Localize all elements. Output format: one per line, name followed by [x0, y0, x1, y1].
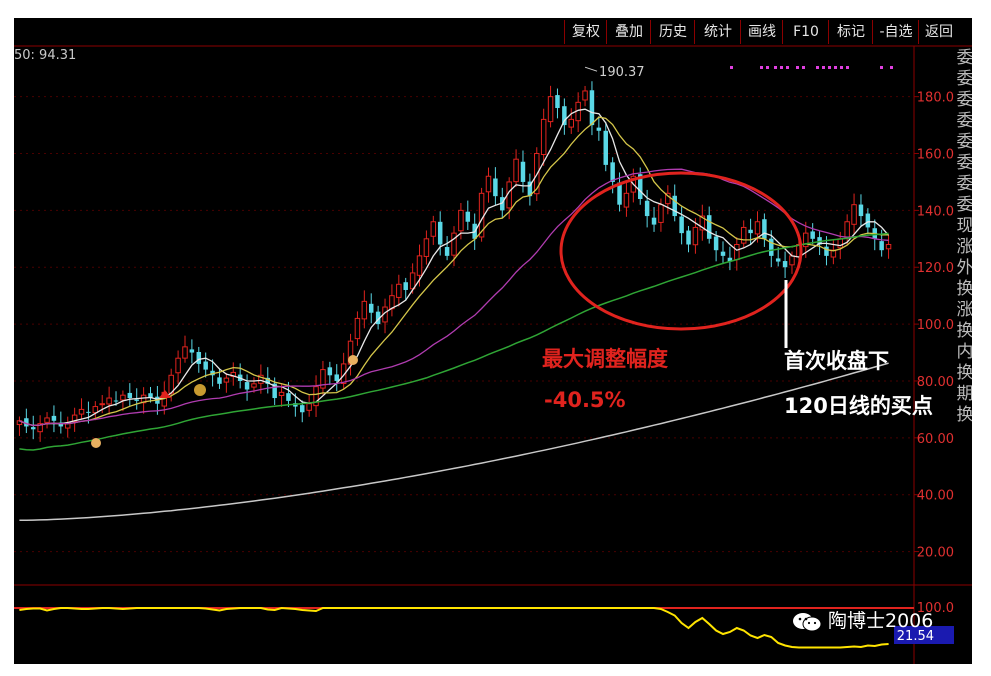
- candle: [65, 417, 69, 438]
- candle: [355, 311, 359, 345]
- candle: [183, 336, 187, 363]
- candle: [624, 182, 628, 217]
- candle: [334, 364, 338, 391]
- candle: [397, 275, 401, 307]
- candle: [741, 220, 745, 247]
- candle: [31, 416, 35, 439]
- drawdown-title: 最大调整幅度: [542, 343, 668, 373]
- candle: [583, 86, 587, 106]
- stock-chart-window: 复权 叠加 历史 统计 画线 F10 标记 -自选 返回 50: 94.31 180.0 160.…: [14, 18, 972, 664]
- watermark-text: 陶博士2006: [828, 610, 933, 632]
- candle: [679, 207, 683, 245]
- candle: [597, 116, 601, 141]
- candle: [231, 362, 235, 385]
- y-tick-label: 180.0: [917, 91, 954, 106]
- candle: [514, 149, 518, 187]
- candle: [52, 405, 56, 432]
- candle: [245, 374, 249, 400]
- candle: [886, 235, 890, 259]
- candle: [45, 412, 49, 428]
- candle: [528, 174, 532, 206]
- candle: [707, 207, 711, 244]
- hand-icon: [348, 355, 358, 365]
- candle: [762, 213, 766, 246]
- buy-point-line1: 首次收盘下: [784, 345, 889, 375]
- candle: [652, 207, 656, 232]
- candle: [735, 237, 739, 270]
- candle: [576, 92, 580, 132]
- candle: [810, 223, 814, 244]
- drawdown-value: -40.5%: [544, 388, 626, 412]
- kline-chart: 180.0 160.0 140.0 120.0 100.0 80.00 60.00 40.00…: [14, 18, 972, 664]
- wechat-icon: [792, 612, 822, 632]
- watermark: 陶博士2006: [792, 606, 933, 633]
- candle: [486, 168, 490, 203]
- candle: [431, 216, 435, 245]
- candle: [17, 417, 21, 436]
- candle: [721, 241, 725, 264]
- ma250-line: [19, 363, 888, 520]
- y-tick-label: 140.0: [917, 204, 954, 219]
- candle: [783, 252, 787, 278]
- candle: [328, 362, 332, 385]
- buy-point-line2: 120日线的买点: [784, 390, 933, 420]
- y-tick-label: 100.0: [917, 318, 954, 333]
- ma60-line: [19, 169, 888, 425]
- indicator-line: [19, 608, 888, 648]
- candle: [238, 363, 242, 388]
- candle: [141, 387, 145, 414]
- candle: [548, 86, 552, 128]
- candle: [859, 194, 863, 226]
- high-label: 190.37: [599, 65, 645, 80]
- candle: [203, 352, 207, 377]
- hand-icon: [91, 438, 101, 448]
- candle: [224, 373, 228, 393]
- candle: [728, 247, 732, 270]
- candle: [59, 412, 63, 434]
- y-tick-label: 40.00: [917, 489, 954, 504]
- candle: [562, 98, 566, 134]
- candle: [569, 108, 573, 134]
- candle: [190, 339, 194, 363]
- candle: [128, 383, 132, 406]
- y-tick-label: 160.0: [917, 148, 954, 163]
- quote-sidebar: 委委委委委委委委现涨外换涨换内换期换: [956, 48, 972, 664]
- candle: [852, 194, 856, 235]
- y-tick-label: 120.0: [917, 261, 954, 276]
- candle: [362, 290, 366, 328]
- y-tick-label: 20.00: [917, 546, 954, 561]
- candle: [107, 387, 111, 415]
- candle: [383, 299, 387, 334]
- candle: [604, 122, 608, 171]
- candle: [541, 109, 545, 166]
- y-tick-label: 80.00: [917, 375, 954, 390]
- candle: [79, 398, 83, 419]
- candle: [466, 201, 470, 230]
- candle: [321, 361, 325, 395]
- candle: [590, 81, 594, 135]
- candle: [831, 239, 835, 264]
- high-pointer: [585, 67, 597, 71]
- candle: [686, 226, 690, 252]
- candle: [307, 394, 311, 416]
- candle: [700, 205, 704, 241]
- money-bag-icon: [194, 384, 206, 396]
- candle: [341, 353, 345, 390]
- candle: [445, 236, 449, 260]
- ma10-line: [19, 117, 888, 425]
- candle: [369, 293, 373, 323]
- candle: [424, 230, 428, 264]
- candle: [390, 284, 394, 316]
- candle: [493, 167, 497, 205]
- y-tick-label: 60.00: [917, 432, 954, 447]
- candle: [176, 351, 180, 384]
- candle: [24, 409, 28, 433]
- candle: [314, 375, 318, 417]
- candle: [555, 89, 559, 119]
